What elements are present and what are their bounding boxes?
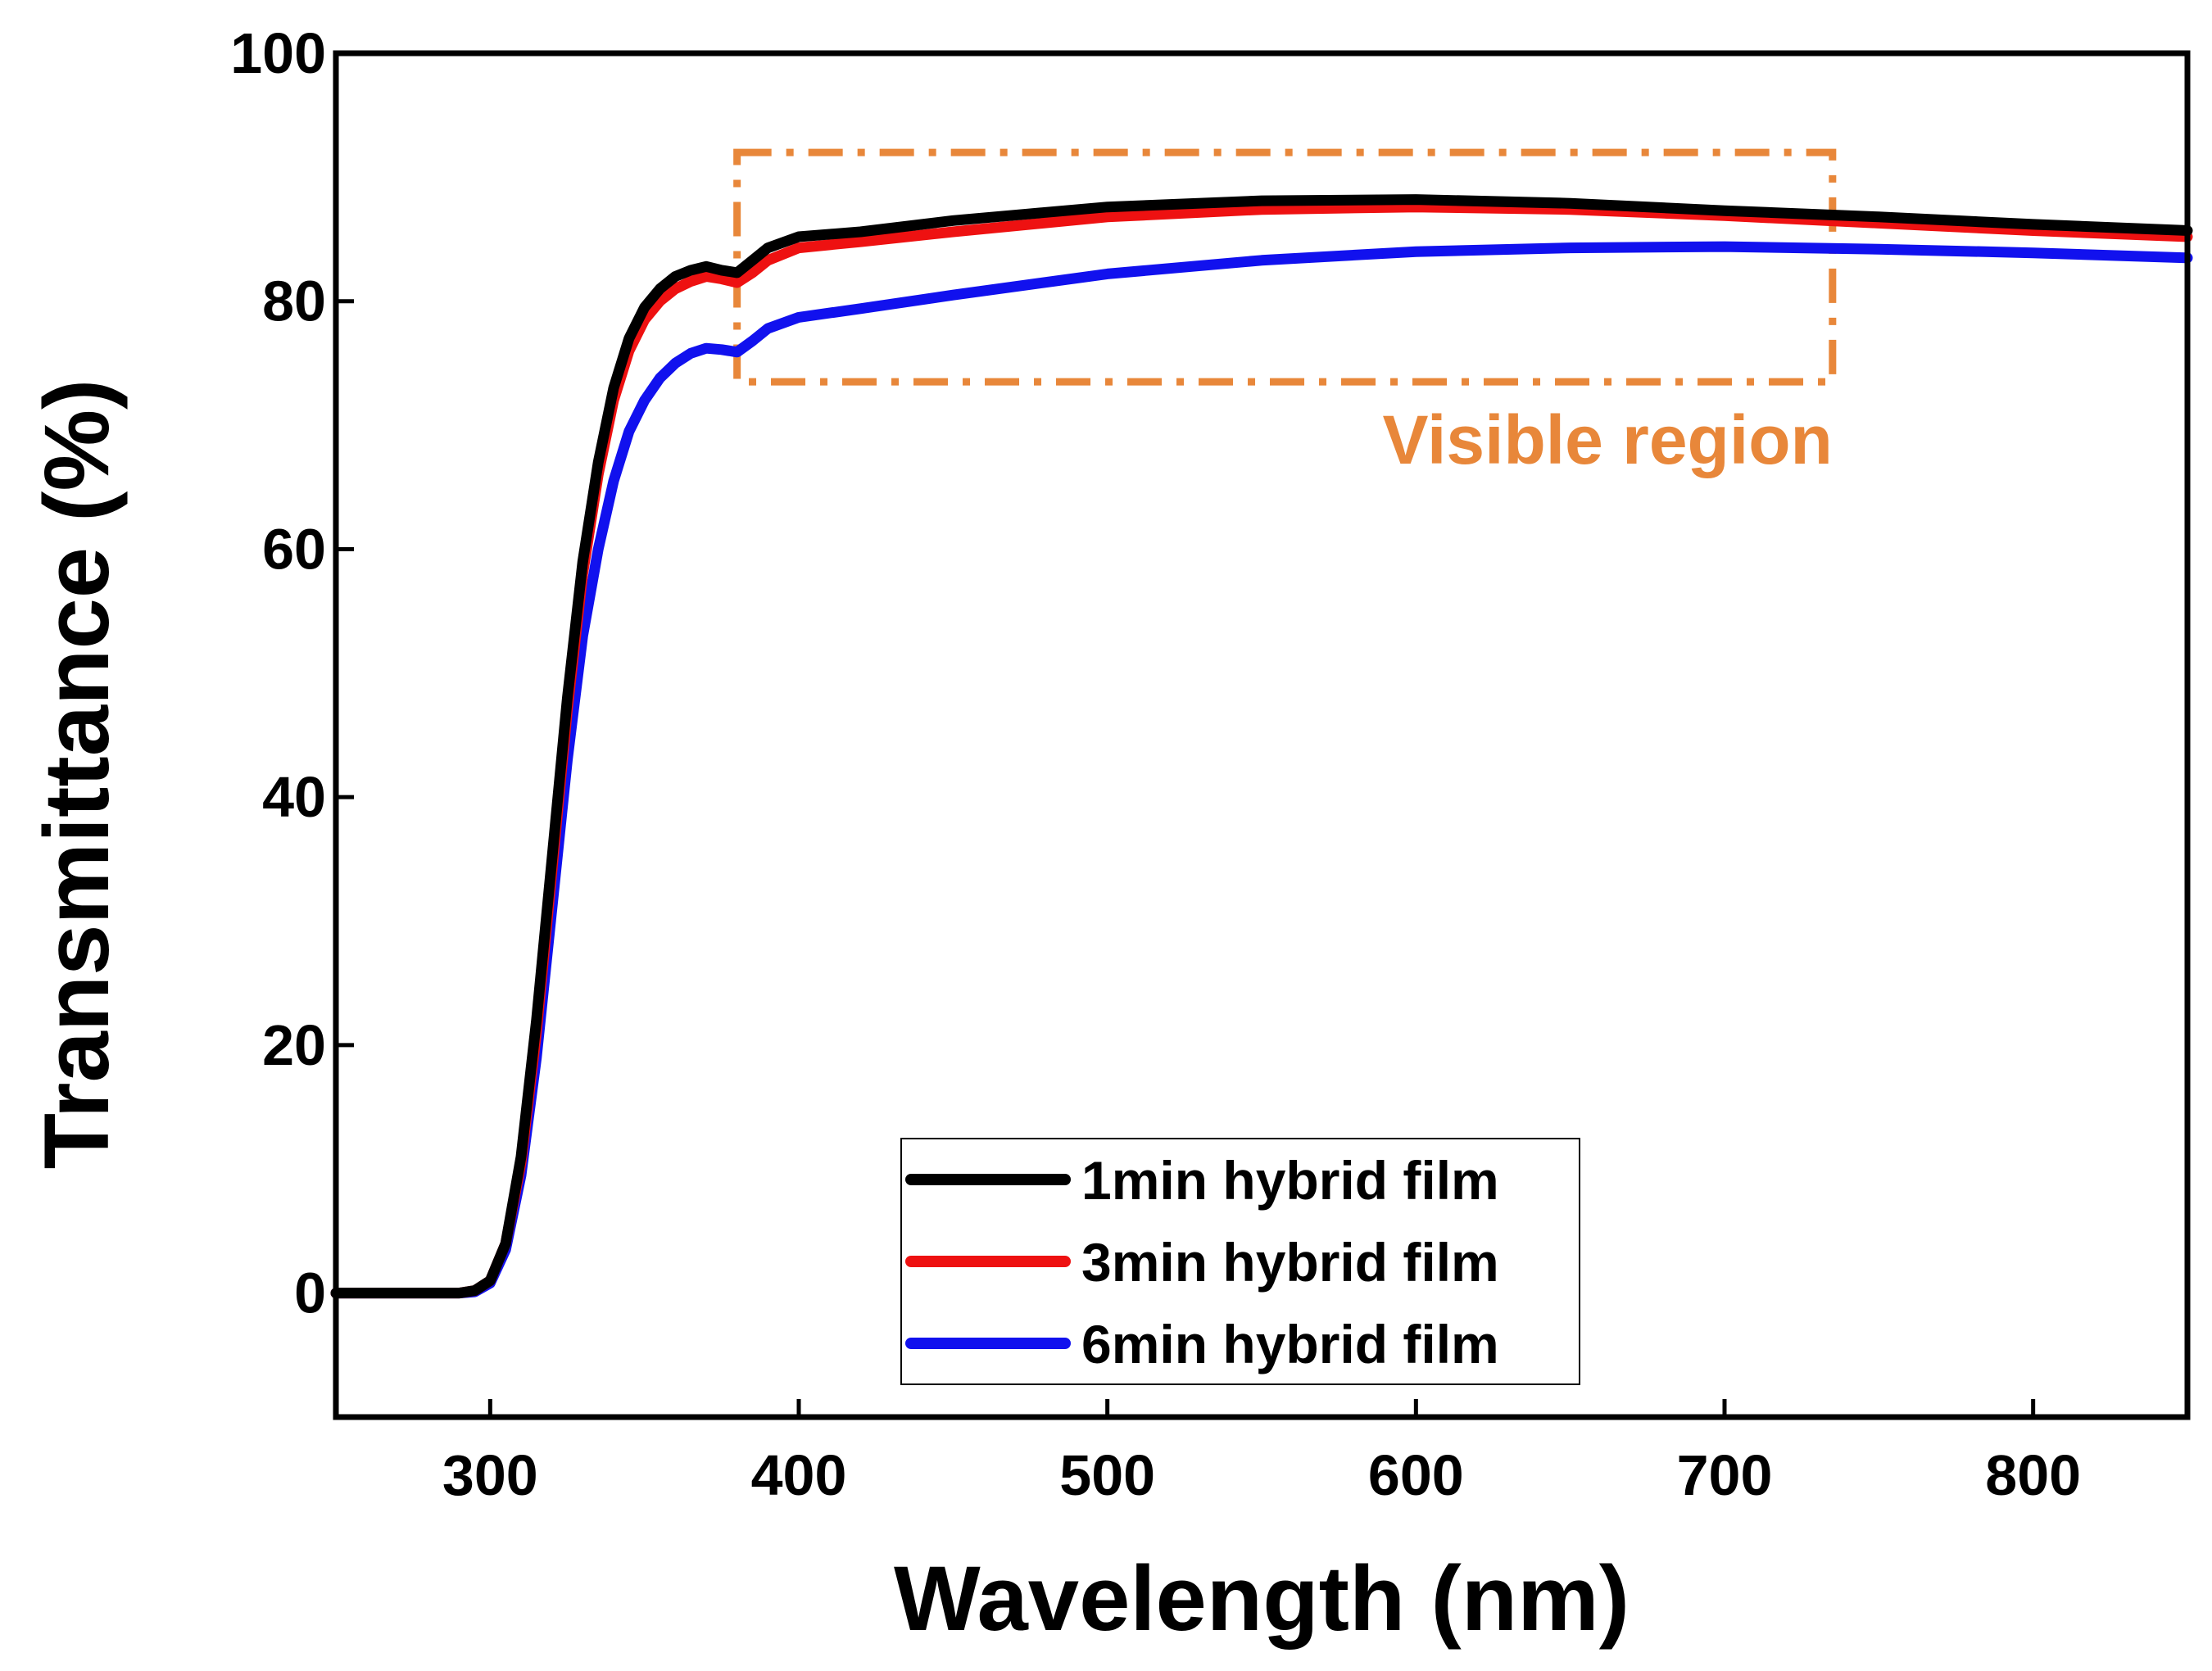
- y-tick-label: 60: [262, 517, 326, 581]
- y-tick-label: 0: [294, 1261, 326, 1325]
- tick-labels: 300 400 500 600 700 800 0 20 40 60 80 100: [230, 21, 2081, 1507]
- visible-region-label: Visible region: [1383, 401, 1833, 478]
- y-axis-title: Transmittance (%): [25, 379, 128, 1170]
- y-tick-label: 100: [230, 21, 326, 85]
- legend-label: 3min hybrid film: [1081, 1232, 1499, 1293]
- x-tick-label: 400: [751, 1443, 847, 1507]
- legend-label: 6min hybrid film: [1081, 1314, 1499, 1374]
- x-tick-label: 800: [1985, 1443, 2081, 1507]
- x-tick-label: 500: [1059, 1443, 1155, 1507]
- annotations-layer: Visible region: [733, 148, 1837, 478]
- y-tick-label: 20: [262, 1013, 326, 1077]
- series-line-1min: [330, 194, 2193, 1299]
- y-tick-label: 80: [262, 269, 326, 333]
- visible-region-box: [733, 148, 1837, 386]
- x-axis-title: Wavelength (nm): [894, 1547, 1630, 1650]
- x-tick-label: 300: [442, 1443, 538, 1507]
- axis-ticks: [336, 51, 2036, 1417]
- x-tick-label: 600: [1368, 1443, 1464, 1507]
- legend: 1min hybrid film 3min hybrid film 6min hyb…: [900, 1138, 1580, 1385]
- y-tick-label: 40: [262, 765, 326, 829]
- series-layer: [330, 194, 2193, 1299]
- x-tick-label: 700: [1677, 1443, 1773, 1507]
- legend-label: 1min hybrid film: [1081, 1150, 1499, 1211]
- plot-area-frame: [333, 50, 2191, 1420]
